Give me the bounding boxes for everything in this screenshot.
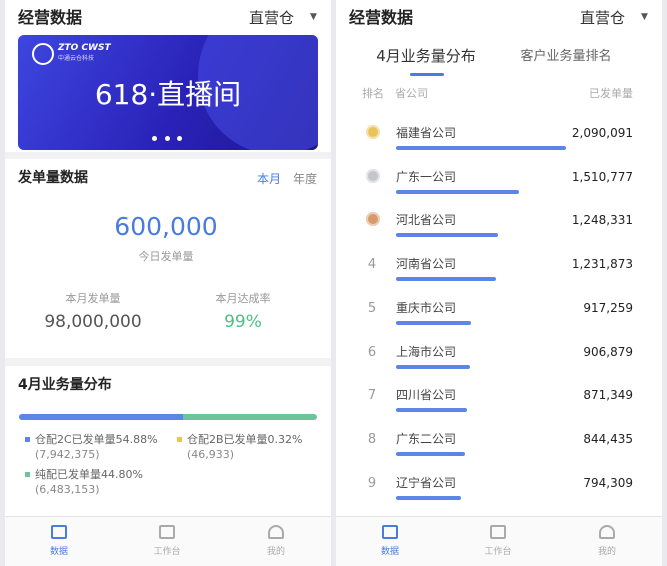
bar bbox=[396, 364, 470, 369]
tab-icon[interactable] bbox=[382, 525, 398, 539]
bar bbox=[396, 277, 497, 282]
legend-count: (6,483,153) bbox=[35, 483, 100, 496]
tab-icon[interactable] bbox=[490, 525, 506, 539]
legend-count: (7,942,375) bbox=[35, 448, 100, 461]
tab[interactable]: 年度 bbox=[293, 172, 318, 186]
order-count: 871,349 bbox=[583, 388, 633, 403]
tab-bar: 数据 工作台 我的 bbox=[336, 516, 662, 566]
tab-icon[interactable] bbox=[51, 525, 67, 539]
rate-label: 本月达成率 bbox=[215, 292, 271, 305]
logo: ZTO CWST bbox=[58, 43, 111, 53]
tab-label[interactable]: 数据 bbox=[49, 547, 68, 557]
bar bbox=[396, 189, 519, 194]
warehouse-select[interactable]: 直营仓 bbox=[580, 9, 626, 27]
rank: 8 bbox=[367, 431, 377, 447]
legend-swatch bbox=[25, 437, 30, 442]
company-name: 河北省公司 bbox=[396, 213, 457, 228]
company-name: 河南省公司 bbox=[396, 257, 457, 272]
phone-left: 经营数据 直营仓 ▼ ZTO CWST 中通云仓科技 618·直播间 发单量数据… bbox=[5, 0, 331, 566]
banner-text: 618·直播间 bbox=[94, 78, 242, 111]
tab-icon[interactable] bbox=[268, 525, 284, 539]
bar-segment bbox=[183, 414, 317, 420]
company-name: 四川省公司 bbox=[396, 388, 457, 403]
month-value: 98,000,000 bbox=[44, 312, 142, 332]
bar bbox=[396, 408, 467, 413]
logo-sub: 中通云仓科技 bbox=[58, 55, 95, 62]
bar-segment bbox=[19, 414, 183, 420]
bar bbox=[396, 233, 498, 238]
order-count: 906,879 bbox=[583, 344, 633, 359]
medal-icon bbox=[366, 168, 380, 183]
column-header: 省公司 bbox=[395, 87, 428, 100]
tab[interactable]: 客户业务量排名 bbox=[520, 49, 612, 64]
tab-active[interactable]: 本月 bbox=[257, 172, 282, 186]
medal-icon bbox=[366, 212, 380, 227]
company-name: 辽宁省公司 bbox=[396, 475, 457, 490]
company-name: 广东一公司 bbox=[396, 169, 457, 184]
rank: 6 bbox=[367, 344, 377, 360]
order-count: 1,248,331 bbox=[571, 213, 633, 228]
company-name: 福建省公司 bbox=[396, 126, 457, 140]
month-label: 本月发单量 bbox=[65, 292, 121, 305]
rank: 9 bbox=[367, 475, 377, 491]
phone-right: 经营数据 直营仓 ▼ 4月业务量分布 客户业务量排名 排名 省公司 已发单量 数… bbox=[336, 0, 662, 566]
column-header: 排名 bbox=[362, 87, 384, 100]
rank: 7 bbox=[367, 388, 377, 404]
tab-label[interactable]: 我的 bbox=[597, 547, 616, 557]
tab-icon[interactable] bbox=[599, 525, 615, 539]
legend-label: 仓配2B已发单量0.32% bbox=[187, 433, 303, 446]
tab-label[interactable]: 工作台 bbox=[153, 547, 181, 557]
bar bbox=[396, 495, 461, 500]
tab-label[interactable]: 数据 bbox=[380, 547, 399, 557]
tab-label[interactable]: 工作台 bbox=[484, 547, 512, 557]
order-count: 1,510,777 bbox=[571, 169, 633, 184]
today-value: 600,000 bbox=[114, 212, 218, 241]
section-title: 发单量数据 bbox=[18, 170, 88, 186]
bar bbox=[396, 146, 566, 150]
bar bbox=[396, 320, 471, 325]
tab-active[interactable]: 4月业务量分布 bbox=[376, 47, 476, 65]
legend-swatch bbox=[25, 472, 30, 477]
tab-icon[interactable] bbox=[159, 525, 175, 539]
distribution-bar bbox=[19, 414, 317, 420]
section-title: 4月业务量分布 bbox=[18, 377, 112, 393]
dropdown-arrow: ▼ bbox=[641, 12, 648, 22]
dropdown-arrow: ▼ bbox=[310, 12, 317, 22]
company-name: 上海市公司 bbox=[396, 344, 457, 359]
warehouse-select[interactable]: 直营仓 bbox=[249, 9, 295, 27]
medal-icon bbox=[366, 125, 380, 139]
legend-swatch bbox=[177, 437, 182, 442]
legend-count: (46,933) bbox=[187, 448, 235, 461]
order-count: 917,259 bbox=[583, 300, 633, 315]
tab-label[interactable]: 我的 bbox=[266, 547, 285, 557]
company-name: 广东二公司 bbox=[396, 431, 457, 446]
order-count: 2,090,091 bbox=[571, 126, 633, 140]
legend-label: 纯配已发单量44.80% bbox=[35, 468, 143, 481]
rank: 5 bbox=[367, 300, 377, 316]
company-name: 重庆市公司 bbox=[396, 300, 457, 315]
page-title: 经营数据 bbox=[349, 8, 414, 27]
rank: 4 bbox=[367, 257, 377, 273]
banner[interactable]: ZTO CWST 中通云仓科技 618·直播间 bbox=[18, 35, 318, 150]
order-count: 1,231,873 bbox=[571, 257, 633, 272]
order-count: 794,309 bbox=[583, 475, 633, 490]
bar bbox=[396, 451, 465, 456]
page-title: 经营数据 bbox=[18, 8, 83, 27]
order-count: 844,435 bbox=[583, 431, 633, 446]
today-label: 今日发单量 bbox=[138, 250, 194, 263]
column-header: 已发单量 bbox=[589, 87, 633, 100]
rate-value: 99% bbox=[224, 312, 262, 332]
legend-label: 仓配2C已发单量54.88% bbox=[35, 433, 158, 446]
tab-bar: 数据 工作台 我的 bbox=[5, 516, 331, 566]
bar-segment bbox=[182, 414, 184, 420]
